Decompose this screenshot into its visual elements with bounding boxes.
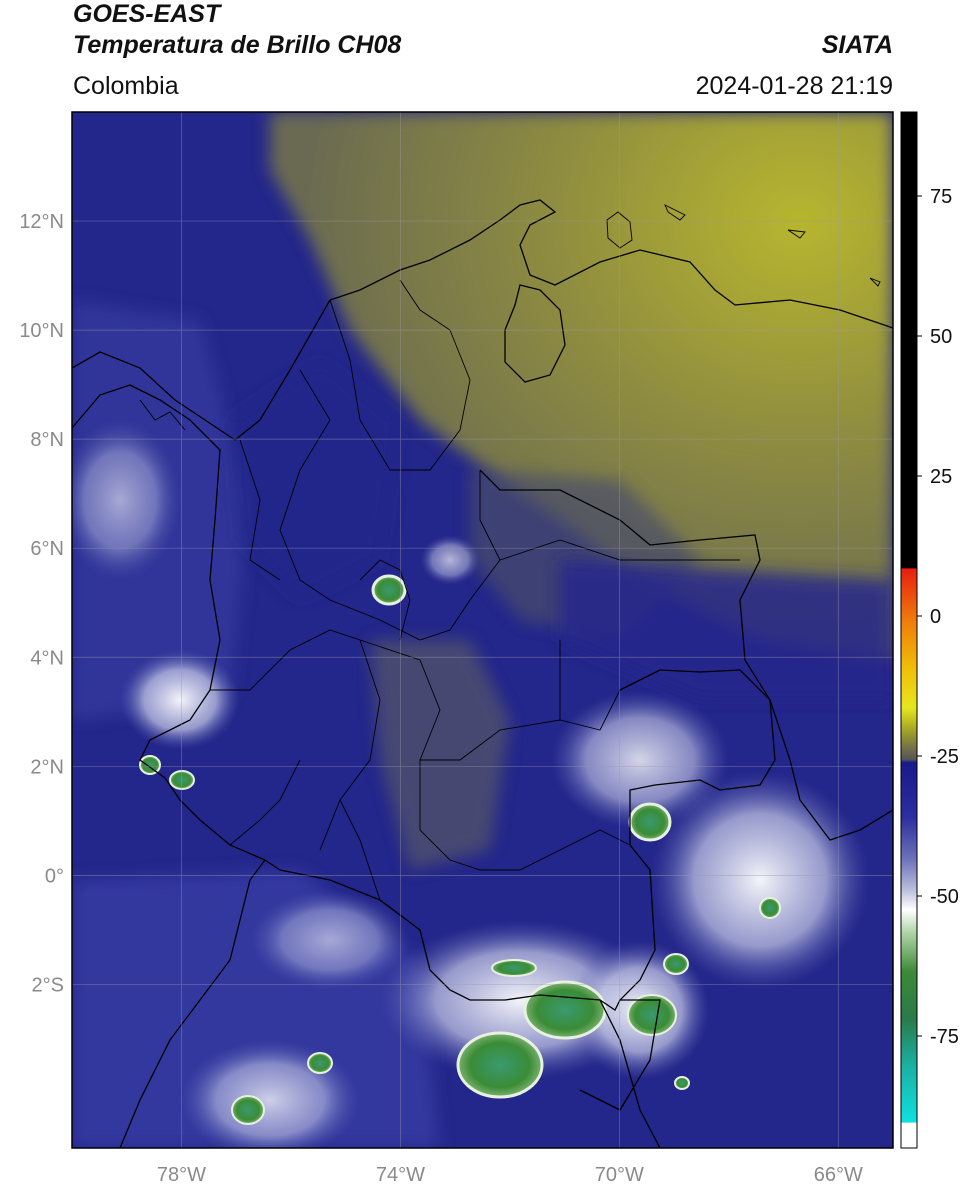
lat-tick-label: 4°N xyxy=(30,647,64,669)
longitude-labels: 78°W 74°W 70°W 66°W xyxy=(157,1164,863,1186)
latitude-labels: 12°N 10°N 8°N 6°N 4°N 2°N 0° 2°S xyxy=(19,211,64,996)
country-borders xyxy=(72,199,893,1148)
agency-label: SIATA xyxy=(821,31,893,59)
map-imagery xyxy=(72,112,893,1148)
colorbar-tick-label: -25 xyxy=(930,746,959,768)
lat-tick-label: 2°N xyxy=(30,756,64,778)
lon-tick-label: 74°W xyxy=(376,1164,425,1186)
graticule xyxy=(72,112,893,1148)
lat-tick-label: 8°N xyxy=(30,429,64,451)
datetime-label: 2024-01-28 21:19 xyxy=(695,72,893,100)
colorbar-tick-label: -50 xyxy=(930,886,959,908)
lon-tick-label: 78°W xyxy=(157,1164,206,1186)
region-label: Colombia xyxy=(73,72,179,100)
product-title: Temperatura de Brillo CH08 xyxy=(73,31,402,59)
lon-tick-label: 70°W xyxy=(595,1164,644,1186)
lon-tick-label: 66°W xyxy=(814,1164,863,1186)
colorbar xyxy=(901,112,917,1148)
colorbar-tick-label: 50 xyxy=(930,326,952,348)
lat-tick-label: 10°N xyxy=(19,320,64,342)
colorbar-tick-label: 75 xyxy=(930,186,952,208)
colorbar-ticks: 75 50 25 0 -25 -50 -75 xyxy=(917,186,959,1048)
colorbar-tick-label: 0 xyxy=(930,606,941,628)
colorbar-tick-label: 25 xyxy=(930,466,952,488)
lat-tick-label: 0° xyxy=(45,865,64,887)
lat-tick-label: 12°N xyxy=(19,211,64,233)
lat-tick-label: 2°S xyxy=(32,974,64,996)
colorbar-frame xyxy=(900,111,918,1149)
lat-tick-label: 6°N xyxy=(30,538,64,560)
satellite-title: GOES-EAST xyxy=(73,0,221,28)
colorbar-tick-label: -75 xyxy=(930,1026,959,1048)
map-frame xyxy=(71,111,894,1149)
